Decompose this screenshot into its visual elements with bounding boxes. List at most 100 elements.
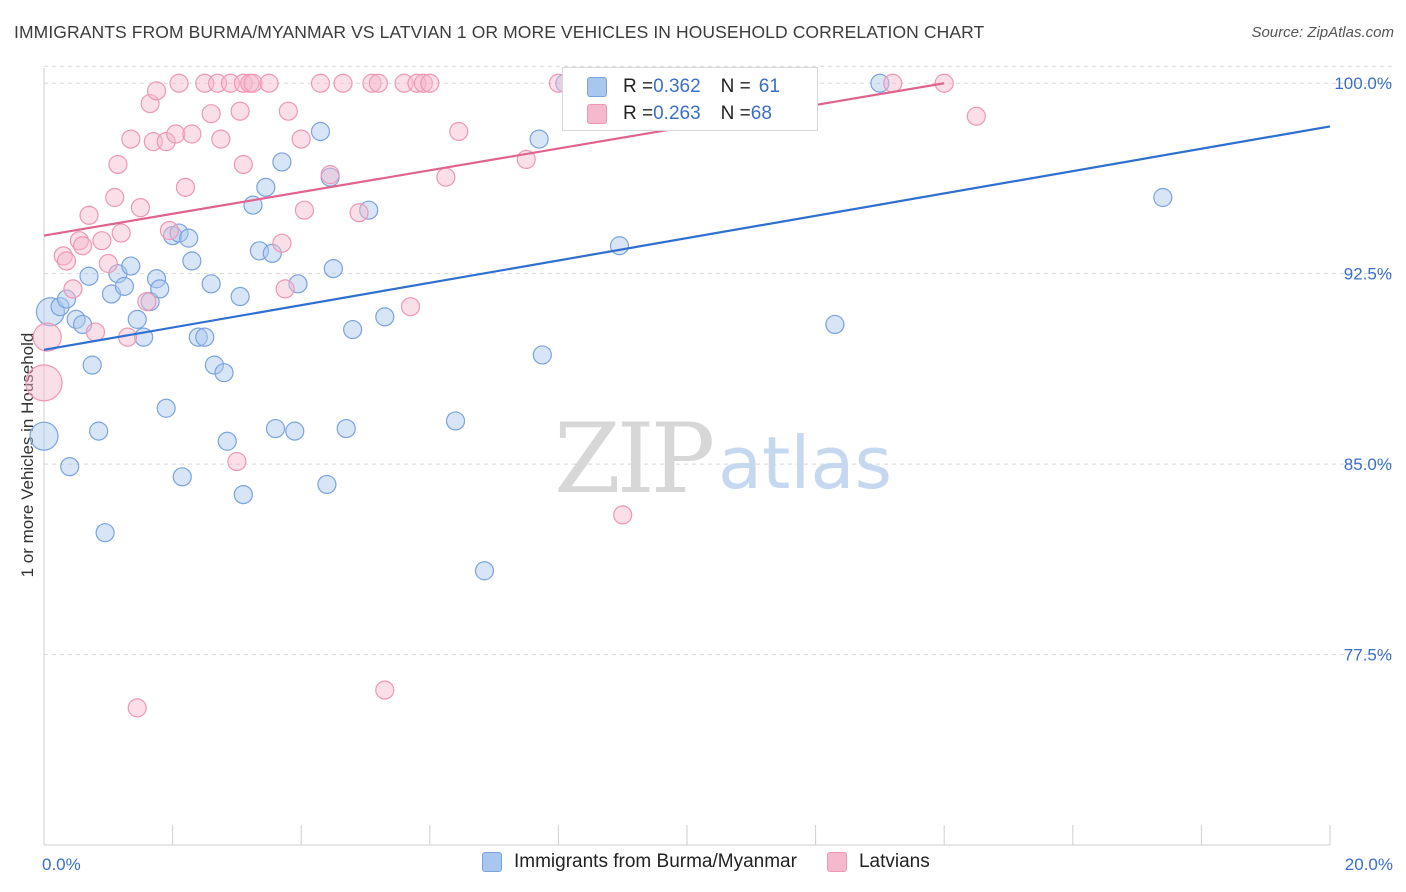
legend-swatch-burma (587, 77, 607, 97)
burma-point (195, 327, 215, 347)
latvian-point (400, 297, 421, 317)
burma-point (336, 418, 356, 439)
y-tick-label: 100.0% (1334, 74, 1392, 93)
chart-title: IMMIGRANTS FROM BURMA/MYANMAR VS LATVIAN… (14, 22, 985, 42)
burma-point (156, 398, 176, 418)
watermark: ZIP atlas (554, 403, 892, 515)
stats-legend-row-latvians: R = 0.263 N = 68 (587, 101, 772, 127)
latvian-point (63, 279, 83, 299)
latvian-point (294, 200, 315, 220)
burma-point (214, 363, 234, 383)
legend-n-label: N = (720, 76, 751, 97)
legend-label-burma: Immigrants from Burma/Myanmar (514, 851, 797, 872)
latvian-point (175, 177, 196, 197)
latvian-point (137, 292, 157, 312)
burma-point (285, 421, 305, 441)
legend-item-latvians: Latvians (826, 851, 930, 873)
latvian-point (111, 223, 131, 243)
latvian-point (272, 233, 292, 253)
burma-point (66, 309, 86, 329)
latvian-point (413, 73, 433, 93)
latvian-point (25, 364, 63, 402)
latvian-point (420, 73, 440, 93)
latvian-point (130, 198, 151, 218)
tick-labels: 77.5% 85.0% 92.5% 100.0% 0.0% 20.0% (42, 74, 1393, 874)
latvian-point (92, 231, 112, 251)
legend-n-label: N = (720, 103, 751, 124)
latvian-point (69, 231, 89, 251)
burma-point (60, 457, 80, 477)
latvian-point (349, 203, 369, 223)
legend-r-value: 0.362 (653, 76, 701, 97)
axes (43, 68, 1331, 846)
burma-point (172, 467, 192, 487)
latvian-point (169, 73, 189, 93)
latvian-point (156, 132, 176, 152)
latvian-point (105, 187, 125, 208)
legend-swatch-burma (482, 852, 502, 872)
burma-point (532, 345, 552, 365)
burma-point (188, 327, 208, 347)
latvian-point (275, 279, 295, 299)
latvian-point (278, 101, 298, 121)
burma-point (343, 319, 363, 340)
stats-legend-row-burma: R = 0.362 N = 61 (587, 74, 780, 100)
latvian-point (613, 505, 633, 525)
burma-point (89, 421, 109, 441)
burma-point (56, 289, 77, 309)
latvian-point (883, 73, 903, 93)
legend-swatch-latvians (587, 104, 607, 124)
latvian-point (182, 124, 202, 144)
latvian-point (320, 165, 340, 185)
burma-point (233, 484, 253, 505)
legend-r-value: 0.263 (653, 103, 701, 124)
series-latvians-points (25, 73, 986, 718)
legend-swatch-latvians (826, 852, 847, 872)
burma-point (82, 355, 102, 375)
burma-point (1153, 187, 1173, 208)
burma-point (265, 418, 286, 439)
series-legend: Immigrants from Burma/Myanmar Latvians (482, 851, 960, 873)
latvian-point (53, 246, 73, 266)
latvian-point (233, 154, 253, 175)
burma-point (217, 431, 237, 451)
burma-point (204, 355, 224, 375)
burma-point (95, 523, 115, 543)
latvian-point (362, 73, 382, 93)
burma-point (230, 286, 250, 307)
burma-point (375, 307, 395, 327)
legend-n-value: 68 (750, 103, 772, 124)
latvian-point (98, 253, 118, 274)
latvian-point (227, 451, 247, 472)
latvian-point (966, 106, 986, 126)
burma-point (310, 121, 331, 142)
latvian-point (32, 322, 62, 352)
burma-point (179, 228, 199, 248)
latvian-point (291, 129, 311, 149)
x-tick-label-max: 20.0% (1345, 855, 1393, 874)
watermark-atlas: atlas (718, 421, 892, 505)
y-tick-label: 92.5% (1344, 265, 1392, 284)
burma-point (529, 129, 549, 149)
y-tick-label: 85.0% (1344, 455, 1392, 474)
latvian-point (127, 698, 147, 718)
burma-point (121, 256, 141, 276)
latvian-point (79, 205, 99, 225)
burma-point (79, 266, 99, 286)
burma-point (288, 274, 308, 294)
x-tick-label-min: 0.0% (42, 855, 81, 874)
latvian-point (259, 73, 279, 93)
legend-n-value: 61 (758, 76, 780, 97)
burma-point (445, 411, 466, 431)
series-burma-points (29, 73, 1173, 581)
burma-point (127, 309, 147, 329)
stats-legend: R = 0.362 N = 61 R = 0.263 N = 68 (562, 67, 818, 131)
latvian-point (211, 129, 231, 149)
legend-label-latvians: Latvians (858, 851, 930, 872)
burma-point (182, 251, 202, 271)
latvian-point (72, 236, 93, 256)
latvian-point (146, 81, 167, 101)
latvian-point (121, 129, 141, 149)
latvian-point (243, 73, 263, 93)
